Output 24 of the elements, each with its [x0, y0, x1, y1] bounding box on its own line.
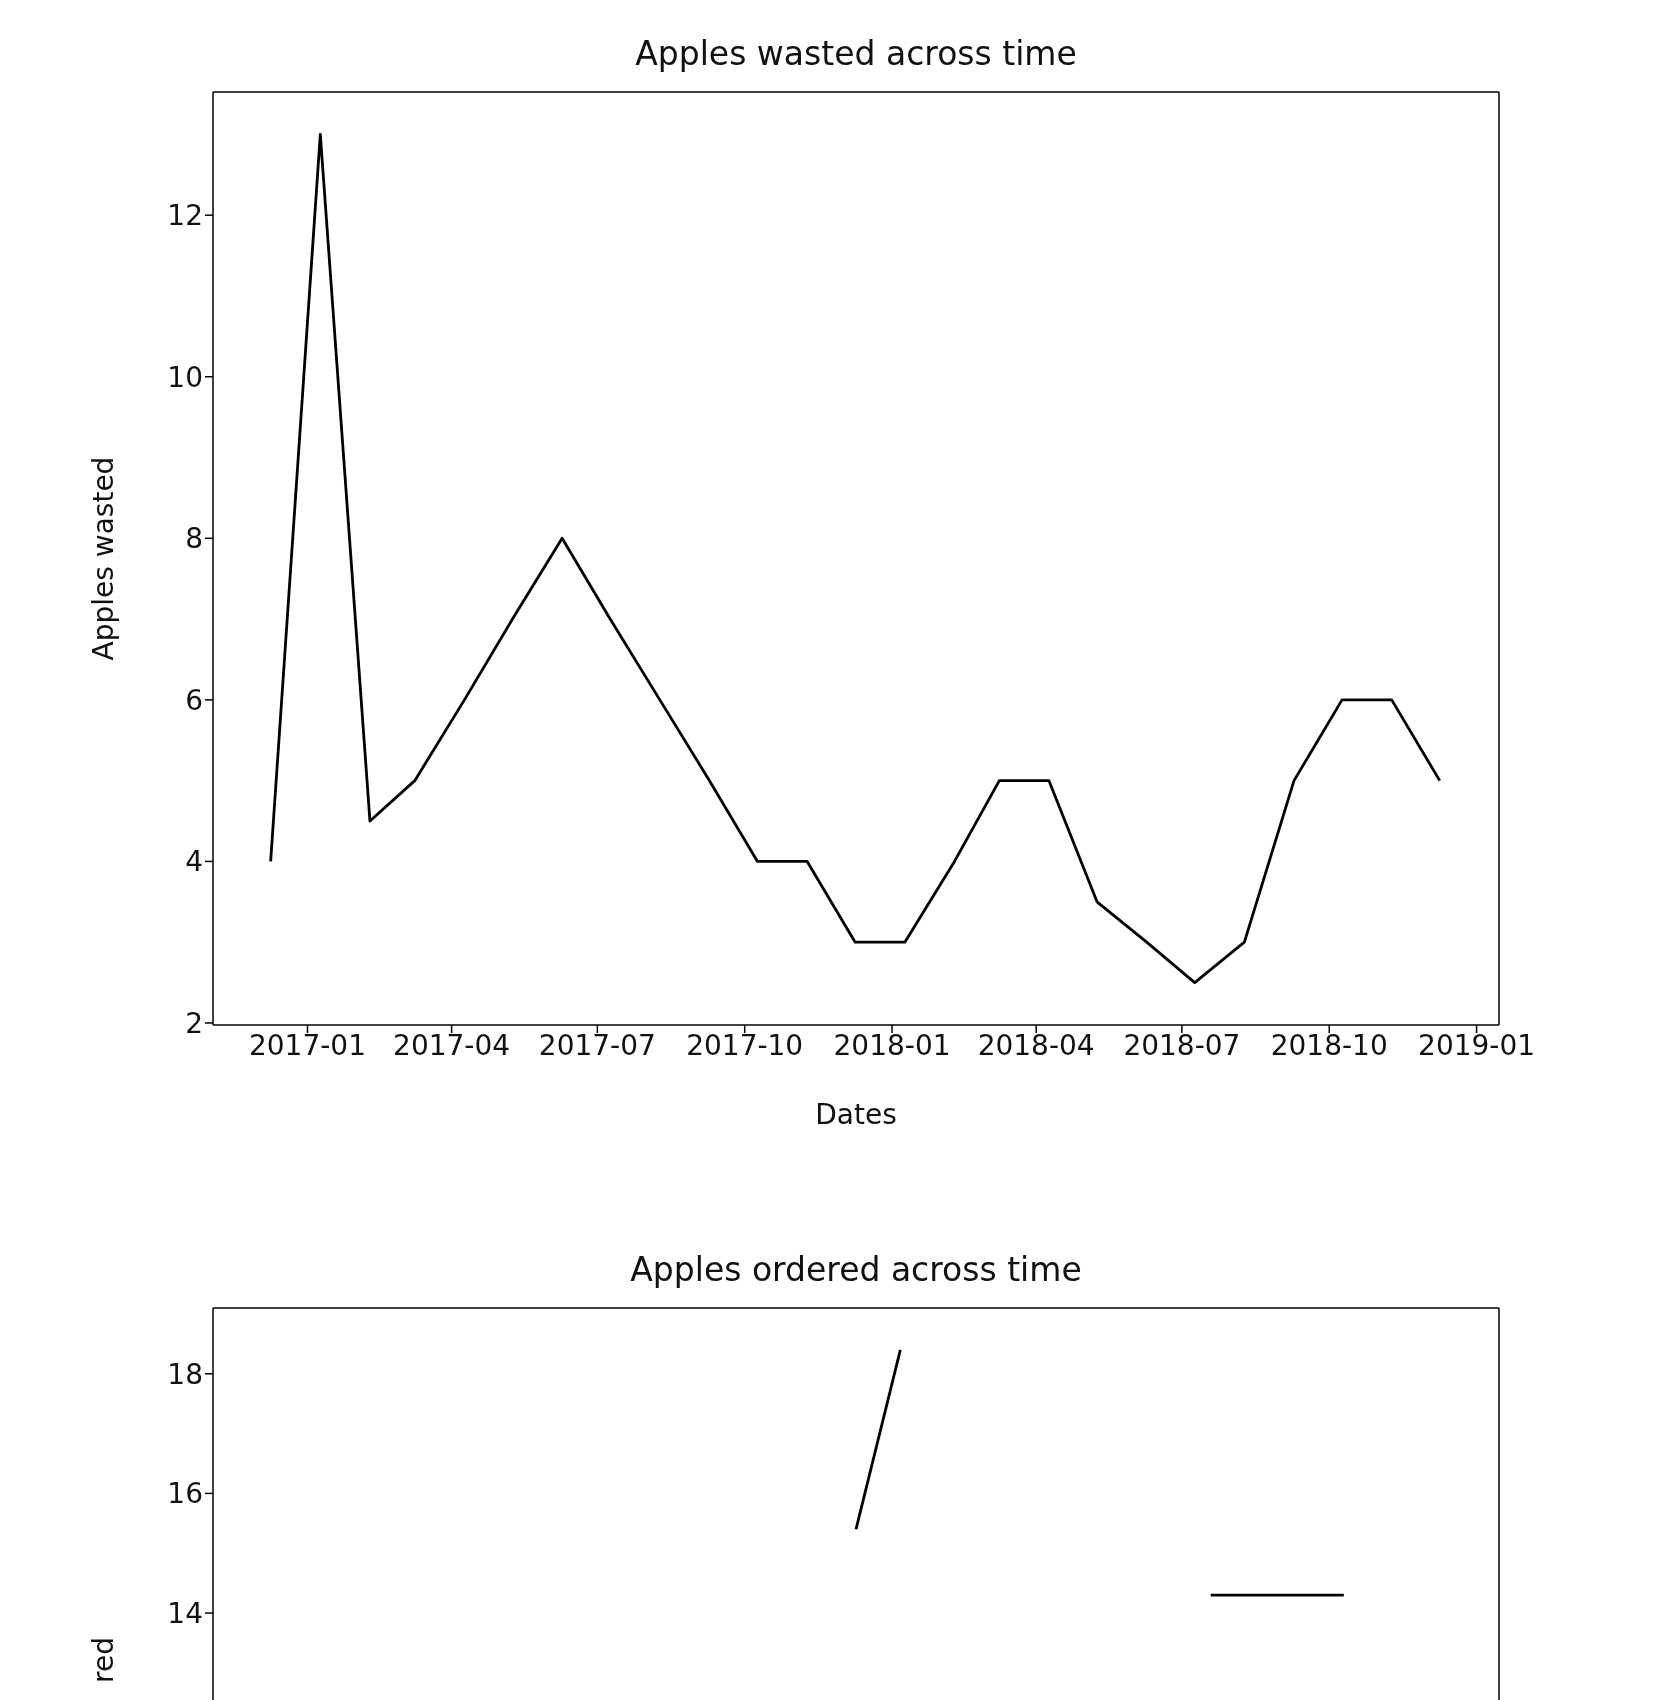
- x-tick-label: 2018-04: [977, 1028, 1095, 1062]
- y-tick-label: 8: [185, 522, 203, 556]
- x-tick-label: 2018-01: [833, 1028, 951, 1062]
- y-axis-title: red: [86, 1637, 120, 1683]
- y-axis-title: Apples wasted: [86, 456, 120, 661]
- y-tick-label: 18: [167, 1357, 203, 1391]
- x-tick-label: 2017-10: [686, 1028, 804, 1062]
- x-tick-label: 2017-04: [393, 1028, 511, 1062]
- y-tick-label: 2: [185, 1006, 203, 1040]
- x-tick-label: 2018-10: [1270, 1028, 1388, 1062]
- chart-title: Apples wasted across time: [634, 34, 1078, 74]
- chart-title: Apples ordered across time: [629, 1250, 1083, 1290]
- y-tick-label: 16: [167, 1477, 203, 1511]
- x-tick-label: 2017-07: [538, 1028, 656, 1062]
- y-tick-label: 6: [185, 683, 203, 717]
- y-tick-label: 12: [167, 199, 203, 233]
- x-tick-label: 2018-07: [1123, 1028, 1241, 1062]
- x-tick-label: 2017-01: [248, 1028, 366, 1062]
- y-tick-label: 10: [167, 360, 203, 394]
- y-tick-label: 14: [167, 1596, 203, 1630]
- x-tick-label: 2019-01: [1418, 1028, 1536, 1062]
- y-tick-label: 4: [185, 845, 203, 879]
- line-series: [269, 133, 1442, 984]
- x-axis-title: Dates: [815, 1097, 897, 1131]
